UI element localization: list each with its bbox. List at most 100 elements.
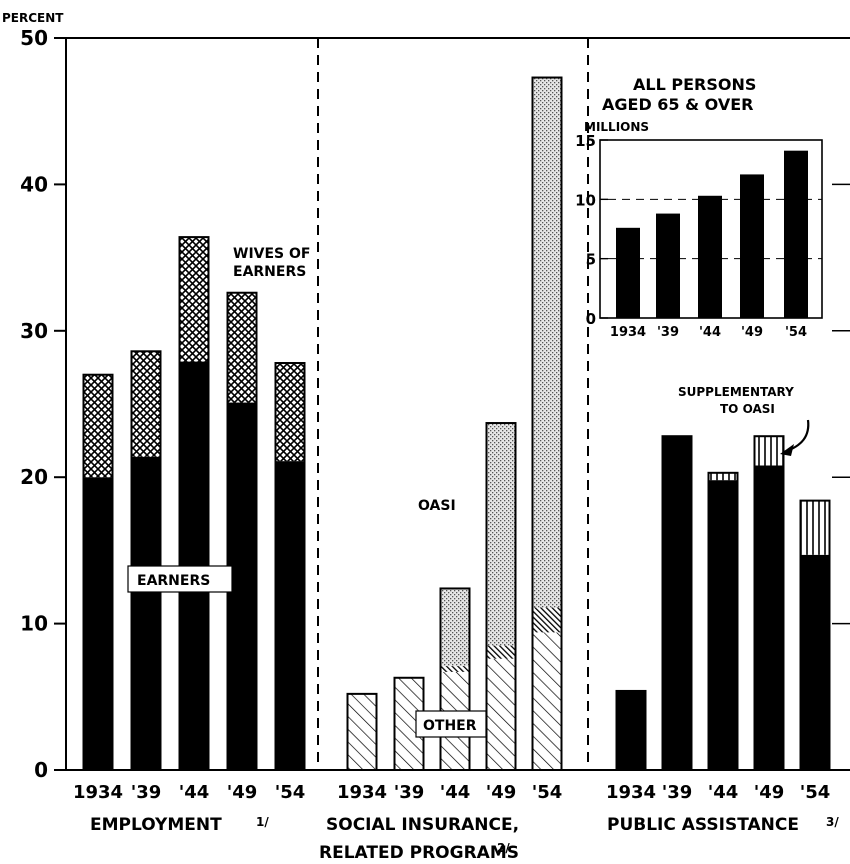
x-tick-label: 1934 [337,782,387,803]
y-axis-label: PERCENT [2,11,64,25]
inset-y-tick-label: 15 [575,132,596,150]
label-supplementary-line1: SUPPLEMENTARY [678,385,794,399]
inset-title-line1: ALL PERSONS [633,75,756,94]
bar-segment [486,423,516,646]
x-tick-label: '39 [131,782,162,803]
bar-outline [661,435,693,771]
inset-x-tick-label: 1934 [610,325,646,340]
bar-outline [439,587,471,771]
x-tick-label: '49 [486,782,517,803]
label-supplementary-line2: TO OASI [720,402,775,416]
bar-segment [275,461,305,770]
x-tick-label: '49 [227,782,258,803]
y-tick-label: 20 [20,465,48,489]
bar-segment [708,480,738,770]
x-tick-label: '44 [708,782,739,803]
label-earners-box [127,565,233,593]
inset-y-tick-label: 5 [586,251,596,269]
bar-segment [83,477,113,770]
bar-segment [227,292,257,403]
inset-x-tick-label: '39 [657,325,679,340]
inset-x-ticks: 1934 '39 '44 '49 '54 [610,325,807,340]
label-oasi: OASI [418,498,456,514]
label-wives-of-earners-line2: EARNERS [233,264,306,280]
bar-segment [347,693,377,770]
x-tick-label: '39 [394,782,425,803]
x-tick-label: '39 [662,782,693,803]
bar-segment [616,690,646,770]
x-tick-label: '49 [754,782,785,803]
x-tick-label: 1934 [73,782,123,803]
label-oasi-box [413,494,461,516]
bar-outline [753,435,785,771]
bar-segment [800,554,830,770]
label-other-box [415,710,487,738]
bar-segment [179,237,209,362]
group-title-social-insurance-line1: SOCIAL INSURANCE, [326,815,519,835]
bar-segment [708,472,738,481]
label-wives-of-earners-line1: WIVES OF [233,246,310,262]
bar-outline [274,362,306,771]
inset-y-ticks: 0 5 10 15 [575,132,822,328]
inset-y-tick-label: 0 [586,310,596,328]
bar-segment [131,456,161,770]
y-tick-label: 30 [20,319,48,343]
bar-segment [440,666,470,672]
inset-x-tick-label: '44 [699,325,721,340]
bar-segment [754,436,784,466]
bar-segment [532,607,562,633]
group-title-public-assistance: PUBLIC ASSISTANCE [607,815,799,835]
bar-outline [130,350,162,771]
inset-bar [698,195,722,318]
y-tick-label: 50 [20,26,48,50]
label-earners: EARNERS [137,573,210,589]
bar-segment [486,658,516,770]
inset-y-tick-label: 10 [575,191,596,209]
bar-segment [532,632,562,770]
bar-segment [440,588,470,667]
x-tick-label: '54 [800,782,831,803]
y-tick-label: 10 [20,612,48,636]
bar-segment [662,436,692,770]
bar-segment [486,645,516,659]
inset-y-axis-label: MILLIONS [584,120,649,134]
x-tick-label: '54 [275,782,306,803]
bar-outline [346,692,378,772]
bar-outline [615,689,647,771]
bar-segment [532,77,562,608]
bar-segment [83,374,113,478]
group-title-employment: EMPLOYMENT [90,815,222,835]
bar-outline [799,499,831,771]
bar-segment [275,363,305,462]
y-tick-label: 40 [20,172,48,196]
inset-bar [740,174,764,318]
inset-bar [784,150,808,318]
label-other: OTHER [423,718,477,734]
x-tick-label: '44 [179,782,210,803]
inset-x-tick-label: '54 [785,325,807,340]
bar-outline [82,373,114,771]
bar-outline [226,291,258,771]
bar-outline [485,422,517,771]
bar-outline [531,76,563,771]
supplementary-arrowhead [780,444,794,456]
group-footnote-employment: 1/ [256,815,269,829]
inset-bar [616,227,640,318]
bars [82,76,831,772]
bar-segment [754,465,784,770]
group-footnote-public-assistance: 3/ [826,815,839,829]
group-title-social-insurance-line2: RELATED PROGRAMS [319,843,519,863]
inset-title-line2: AGED 65 & OVER [602,95,753,114]
inset-x-tick-label: '49 [741,325,763,340]
inset-bars [616,150,808,318]
group-footnote-social-insurance: 2/ [497,841,510,855]
bar-segment [800,500,830,555]
inset-bar [656,213,680,318]
x-axis-ticks: 1934 '39 '44 '49 '54 1934 '39 '44 '49 '54 1934 '39 '… [73,782,830,803]
inset-chart: ALL PERSONS AGED 65 & OVER MILLIONS 0 5 10… [575,75,823,340]
y-axis-ticks: 0 10 20 30 40 50 [20,26,850,782]
x-tick-label: 1934 [606,782,656,803]
bar-outline [707,471,739,771]
supplementary-arrow [783,419,810,454]
